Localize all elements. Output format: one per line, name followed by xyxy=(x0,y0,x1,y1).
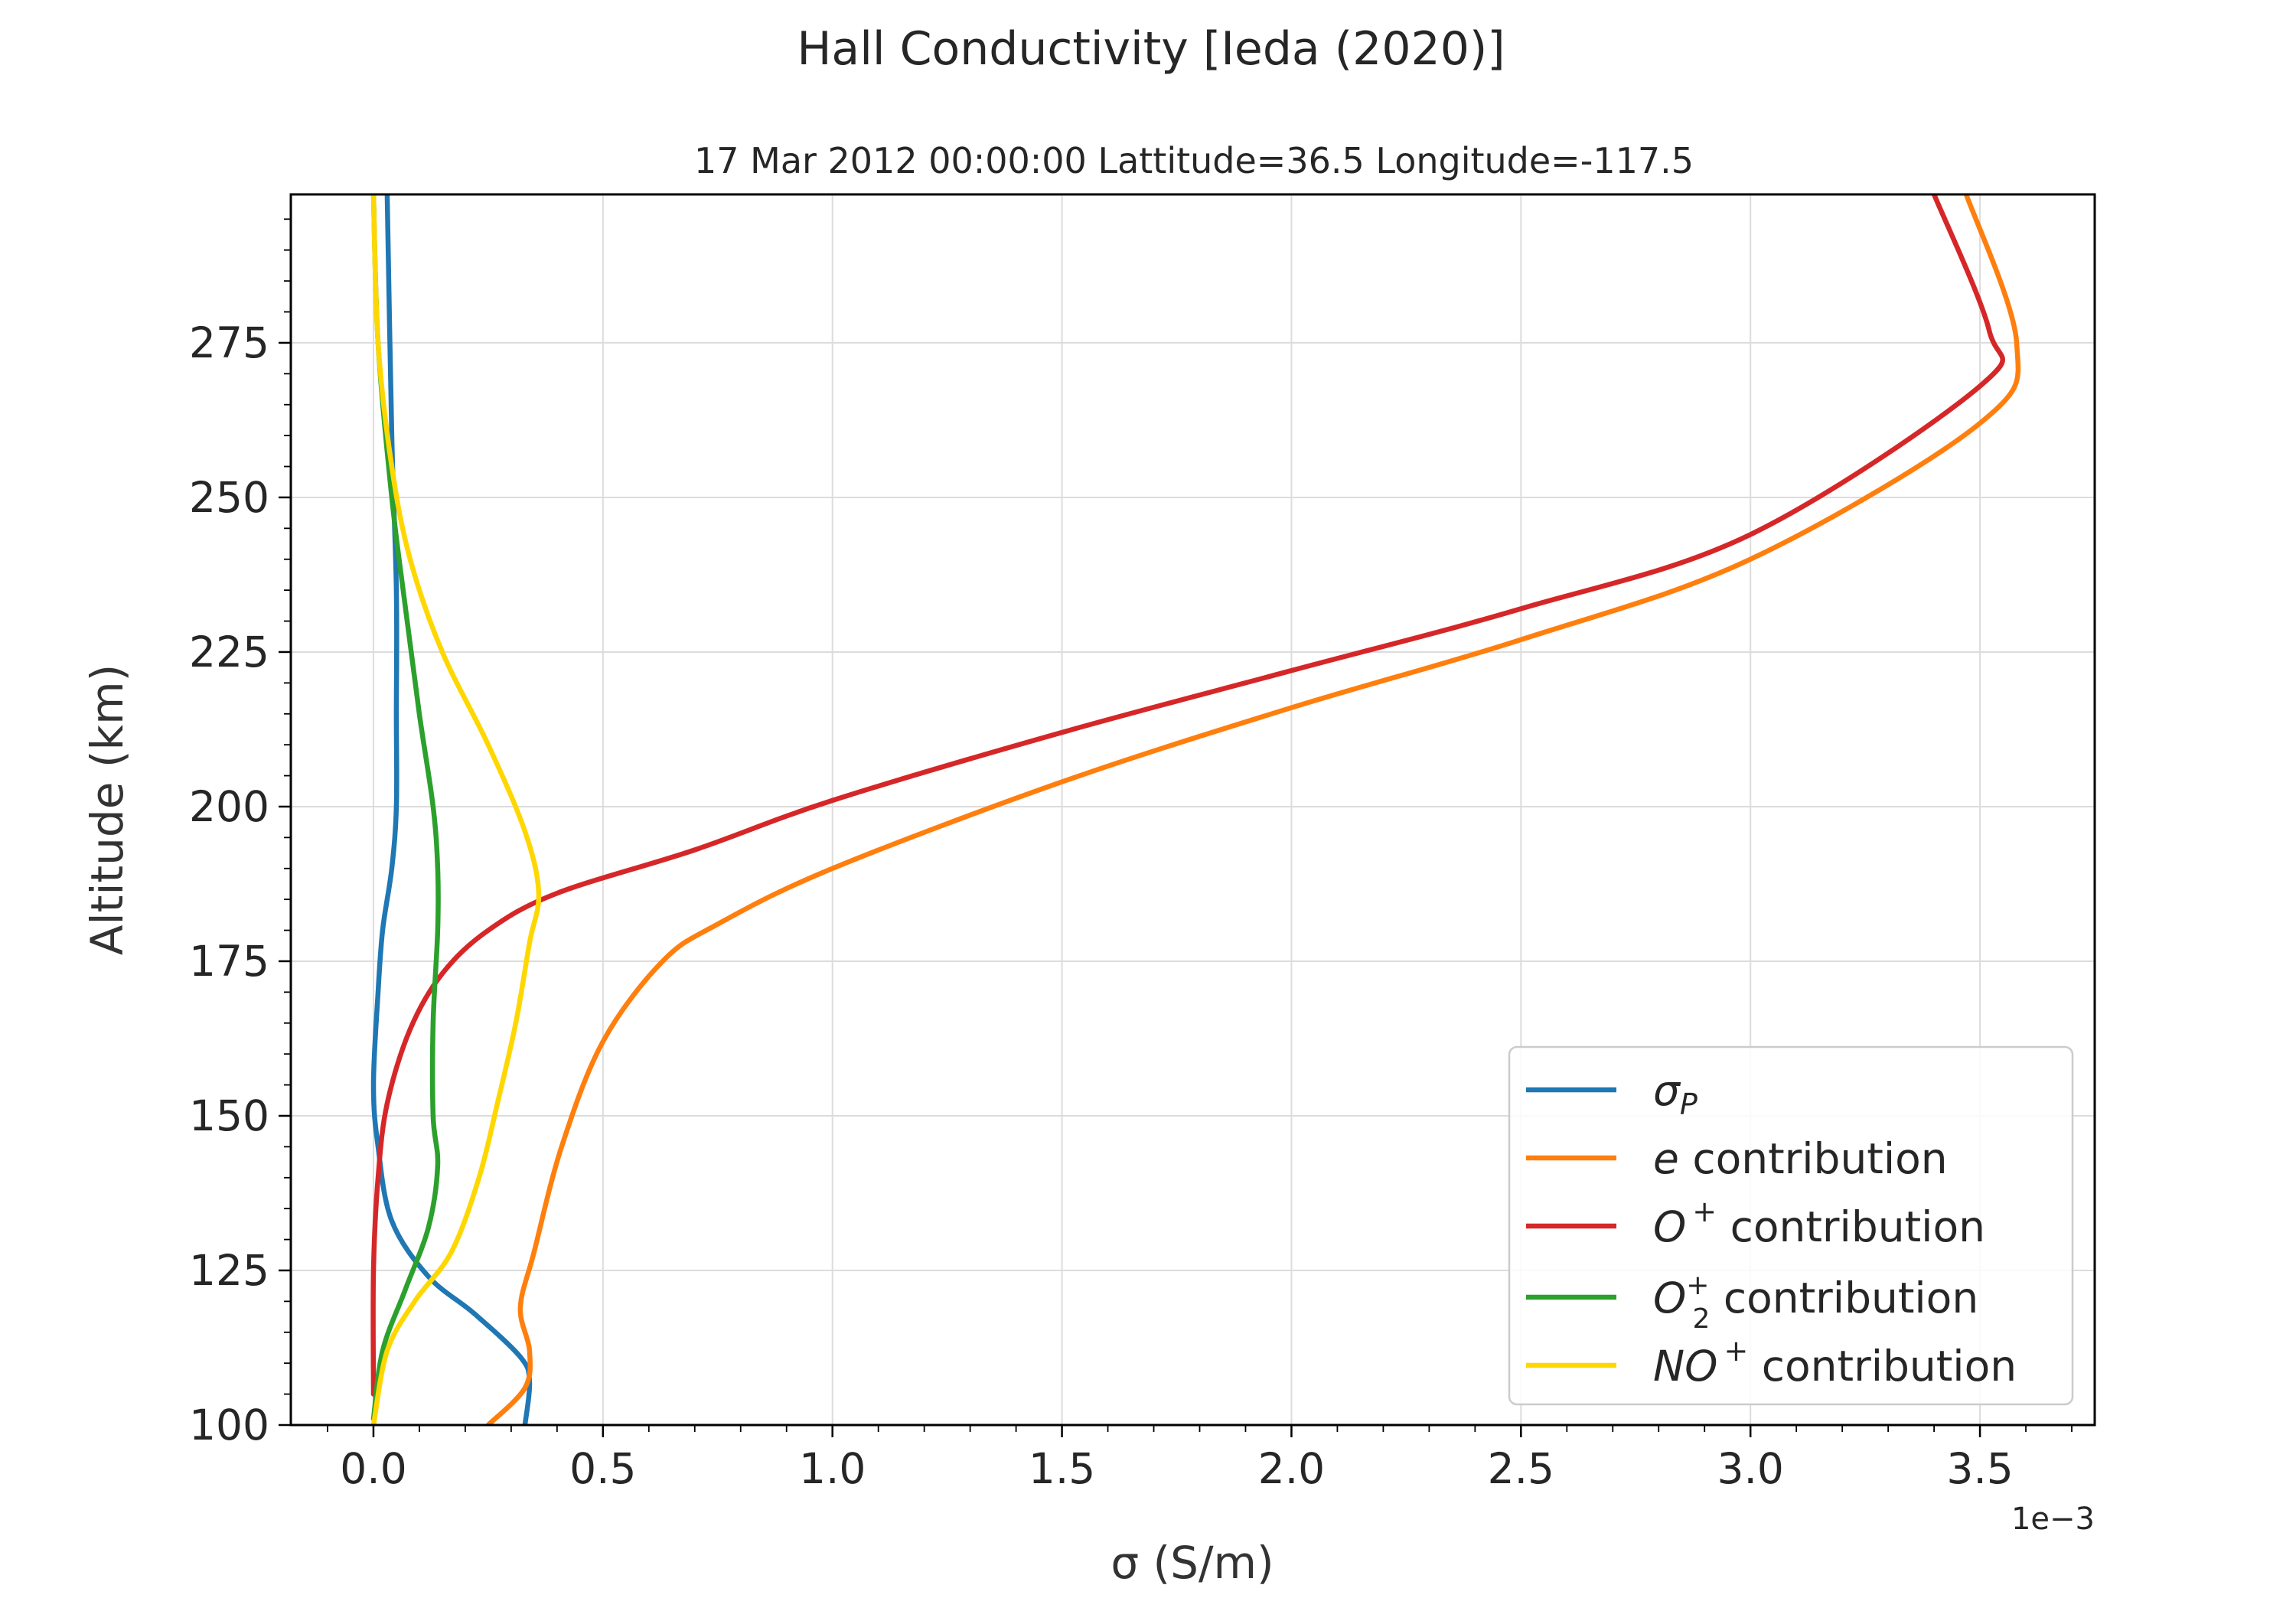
chart-title: Hall Conductivity [Ieda (2020)] xyxy=(797,22,1505,76)
legend: σP e contribution O + contribution O+ 2 contr… xyxy=(1508,1045,2074,1406)
legend-entry-o-contribution: O + contribution xyxy=(1526,1195,1985,1251)
series-line-o-contribution xyxy=(370,194,2005,1397)
x-tick-label: 2.0 xyxy=(1258,1444,1325,1493)
series-line-e-contribution xyxy=(485,194,2021,1425)
x-tick-label: 1.5 xyxy=(1029,1444,1095,1493)
legend-label: σP xyxy=(1653,1066,1698,1121)
legend-entry-o2-contribution: O+ 2 contribution xyxy=(1526,1270,1978,1335)
plot-frame xyxy=(289,193,2096,1427)
y-axis-tick-labels: 100 125 150 175 200 225 250 275 xyxy=(189,318,269,1450)
x-tick-label: 3.0 xyxy=(1717,1444,1783,1493)
x-tick-label: 1.0 xyxy=(799,1444,866,1493)
legend-label: e contribution xyxy=(1653,1134,1948,1183)
y-axis-label: Altitude (km) xyxy=(81,664,133,955)
legend-entry-e-contribution: e contribution xyxy=(1526,1134,1948,1183)
x-tick-label: 0.0 xyxy=(340,1444,406,1493)
legend-label: O+ 2 contribution xyxy=(1653,1270,1978,1335)
legend-frame xyxy=(1508,1045,2074,1406)
legend-label: O + contribution xyxy=(1653,1195,1985,1251)
series-line-p xyxy=(370,194,533,1425)
y-tick-label: 150 xyxy=(189,1091,269,1140)
y-tick-label: 125 xyxy=(189,1246,269,1295)
y-tick-label: 275 xyxy=(189,318,269,367)
legend-label: NO + contribution xyxy=(1653,1334,2017,1391)
y-tick-label: 100 xyxy=(189,1401,269,1450)
x-tick-label: 0.5 xyxy=(569,1444,636,1493)
x-axis-offset-label: 1e−3 xyxy=(2011,1502,2095,1537)
major-ticks xyxy=(279,341,1981,1437)
chart-subtitle: 17 Mar 2012 00:00:00 Lattitude=36.5 Long… xyxy=(694,140,1694,181)
y-tick-label: 175 xyxy=(189,937,269,986)
y-tick-label: 225 xyxy=(189,628,269,677)
legend-entry-p: σP xyxy=(1526,1066,1698,1121)
x-axis-label: σ (S/m) xyxy=(1110,1537,1274,1589)
series-lines xyxy=(370,194,2021,1425)
y-tick-label: 200 xyxy=(189,782,269,831)
series-line-o2-contribution xyxy=(370,194,441,1422)
legend-entry-no-contribution: NO + contribution xyxy=(1526,1334,2017,1391)
x-tick-label: 3.5 xyxy=(1946,1444,2013,1493)
y-tick-label: 250 xyxy=(189,473,269,522)
minor-ticks xyxy=(284,218,2073,1432)
x-tick-label: 2.5 xyxy=(1488,1444,1554,1493)
series-line-no-contribution xyxy=(370,194,542,1425)
x-axis-tick-labels: 0.0 0.5 1.0 1.5 2.0 2.5 3.0 3.5 xyxy=(340,1444,2014,1493)
